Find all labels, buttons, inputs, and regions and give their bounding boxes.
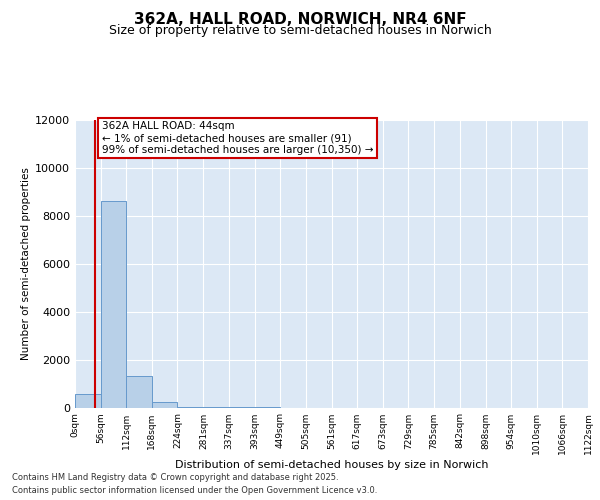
Text: 362A, HALL ROAD, NORWICH, NR4 6NF: 362A, HALL ROAD, NORWICH, NR4 6NF <box>134 12 466 28</box>
Bar <box>75 394 101 407</box>
Y-axis label: Number of semi-detached properties: Number of semi-detached properties <box>21 168 31 360</box>
Bar <box>101 202 126 408</box>
X-axis label: Distribution of semi-detached houses by size in Norwich: Distribution of semi-detached houses by … <box>175 460 488 470</box>
Text: Contains HM Land Registry data © Crown copyright and database right 2025.: Contains HM Land Registry data © Crown c… <box>12 472 338 482</box>
Text: 362A HALL ROAD: 44sqm
← 1% of semi-detached houses are smaller (91)
99% of semi-: 362A HALL ROAD: 44sqm ← 1% of semi-detac… <box>101 122 373 154</box>
Bar <box>126 376 152 408</box>
Bar <box>152 402 178 407</box>
Bar <box>178 407 203 408</box>
Text: Size of property relative to semi-detached houses in Norwich: Size of property relative to semi-detach… <box>109 24 491 37</box>
Text: Contains public sector information licensed under the Open Government Licence v3: Contains public sector information licen… <box>12 486 377 495</box>
